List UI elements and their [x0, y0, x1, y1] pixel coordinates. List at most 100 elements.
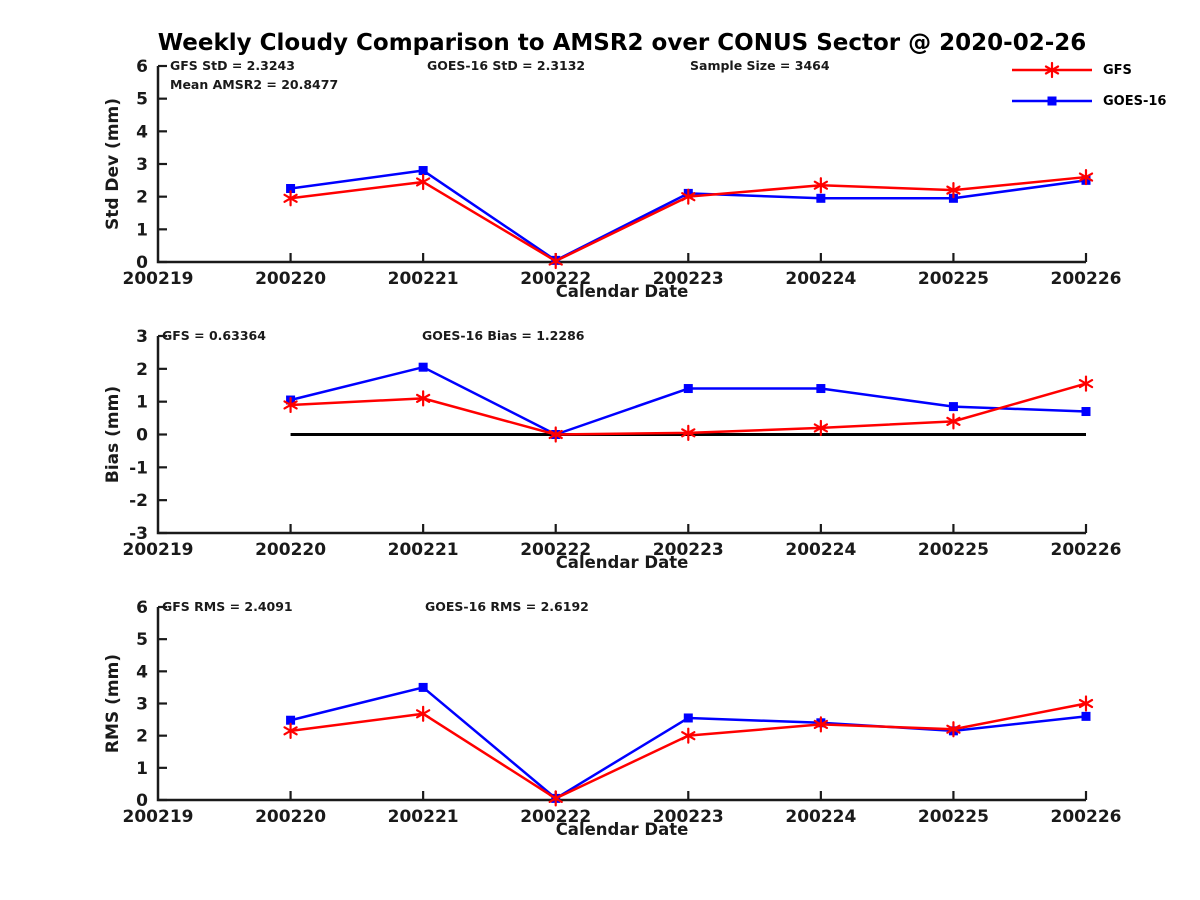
x-tick-label: 200224 — [785, 807, 856, 827]
gfs-asterisk-marker — [1078, 375, 1094, 392]
y-tick-label: 4 — [136, 662, 148, 682]
panel-rms: 0 1 2 3 4 5 6 200219 200220 200221 200222 200223 200… — [103, 598, 1121, 839]
y-tick-label: 2 — [136, 360, 148, 380]
goes16-square-marker — [948, 402, 958, 412]
x-tick-label: 200225 — [918, 540, 989, 560]
gfs-series — [283, 375, 1094, 443]
y-tick-label: 0 — [136, 253, 148, 273]
panel-annotation: GFS RMS = 2.4091 — [162, 599, 293, 614]
asterisk-spoke — [415, 393, 431, 403]
y-tick-label: -1 — [129, 458, 148, 478]
asterisk-spoke — [813, 180, 829, 190]
x-tick-label: 200225 — [918, 807, 989, 827]
gfs-asterisk-marker — [946, 182, 961, 199]
gfs-asterisk-marker — [813, 177, 829, 194]
goes16-square-marker — [816, 384, 826, 394]
y-tick-label: 1 — [136, 759, 148, 779]
gfs-markers — [283, 375, 1094, 443]
y-axis-label: RMS (mm) — [103, 654, 123, 753]
gfs-asterisk-marker — [548, 426, 563, 443]
panel-std-dev: 0 1 2 3 4 5 6 200219 200220 200221 200222 200223 200… — [103, 57, 1121, 301]
panel-annotation: GOES-16 StD = 2.3132 — [427, 58, 585, 73]
asterisk-spoke — [548, 793, 563, 803]
x-tick-label: 200221 — [388, 540, 459, 560]
goes16-square-marker — [1081, 407, 1091, 417]
asterisk-spoke — [946, 185, 961, 195]
asterisk-spoke — [548, 256, 563, 266]
y-axis-label: Bias (mm) — [103, 386, 123, 483]
asterisk-spoke — [946, 416, 961, 426]
panel-bias: -3 -2 -1 0 1 2 3 200219 200220 200221 200222 200223… — [103, 327, 1121, 572]
x-tick-label: 200221 — [388, 807, 459, 827]
y-tick-label: 6 — [136, 57, 148, 77]
gfs-asterisk-marker — [548, 790, 563, 807]
goes16-line-square-icon — [1012, 96, 1092, 106]
x-tick-label: 200219 — [123, 269, 194, 289]
gfs-asterisk-marker — [813, 419, 829, 437]
x-tick-label: 200225 — [918, 269, 989, 289]
legend-label-gfs: GFS — [1103, 62, 1132, 78]
x-axis-label: Calendar Date — [556, 553, 689, 572]
x-tick-label: 200224 — [785, 540, 856, 560]
gfs-asterisk-marker — [415, 173, 431, 191]
y-tick-label: 3 — [136, 695, 148, 715]
x-tick-label: 200222 — [520, 269, 591, 289]
x-tick-label: 200226 — [1051, 807, 1122, 827]
gfs-asterisk-marker — [681, 727, 696, 744]
asterisk-spoke — [1078, 698, 1094, 709]
gfs-series — [283, 695, 1094, 807]
asterisk-spoke — [681, 428, 696, 438]
x-tick-label: 200220 — [255, 807, 326, 827]
y-tick-label: 4 — [136, 122, 148, 142]
panel-annotation: Sample Size = 3464 — [690, 58, 830, 73]
asterisk-spoke — [1078, 379, 1094, 389]
goes16-square-marker — [816, 193, 826, 203]
x-tick-label: 200219 — [123, 807, 194, 827]
x-tick-label: 200226 — [1051, 540, 1122, 560]
y-tick-label: -2 — [129, 491, 148, 511]
asterisk-spoke — [681, 731, 696, 741]
x-tick-label: 200220 — [255, 540, 326, 560]
gfs-asterisk-marker — [415, 705, 431, 722]
legend-label-goes16: GOES-16 — [1103, 93, 1167, 109]
panel-annotation: GFS = 0.63364 — [162, 328, 266, 343]
gfs-markers — [283, 168, 1094, 270]
y-axis-label: Std Dev (mm) — [103, 98, 123, 230]
legend: GFS GOES-16 — [1010, 60, 1166, 111]
goes16-square-marker — [683, 713, 693, 723]
gfs-markers — [283, 695, 1094, 807]
x-tick-label: 200221 — [388, 269, 459, 289]
gfs-asterisk-marker — [548, 252, 563, 270]
gfs-asterisk-marker — [415, 390, 431, 407]
x-tick-label: 200223 — [653, 540, 724, 560]
goes16-square-marker — [948, 193, 958, 203]
asterisk-spoke — [415, 177, 431, 187]
x-tick-label: 200223 — [653, 269, 724, 289]
panel-annotation: GOES-16 Bias = 1.2286 — [422, 328, 585, 343]
goes16-square-marker — [286, 184, 296, 193]
gfs-asterisk-marker — [283, 722, 298, 739]
asterisk-spoke — [283, 400, 298, 410]
y-tick-label: 6 — [136, 598, 148, 618]
gfs-line-asterisk-icon — [1012, 61, 1092, 79]
x-tick-label: 200219 — [123, 540, 194, 560]
gfs-asterisk-marker — [946, 413, 961, 430]
asterisk-spoke — [283, 726, 298, 736]
asterisk-spoke — [1044, 65, 1060, 75]
gfs-asterisk-marker — [283, 396, 298, 414]
gfs-asterisk-marker — [681, 424, 696, 441]
y-tick-label: 0 — [136, 426, 148, 446]
x-tick-label: 200223 — [653, 807, 724, 827]
gfs-asterisk-marker — [946, 721, 961, 738]
goes-16-series — [286, 166, 1091, 265]
x-tick-label: 200222 — [520, 540, 591, 560]
goes-16-line — [290, 365, 1087, 436]
y-tick-label: 3 — [136, 327, 148, 347]
goes16-square-marker — [418, 166, 428, 176]
chart-title: Weekly Cloudy Comparison to AMSR2 over C… — [157, 30, 1087, 56]
x-axis-label: Calendar Date — [556, 820, 689, 839]
gfs-asterisk-marker — [283, 190, 298, 207]
goes16-square-marker — [683, 384, 693, 394]
x-tick-label: 200220 — [255, 269, 326, 289]
y-tick-label: 0 — [136, 791, 148, 811]
